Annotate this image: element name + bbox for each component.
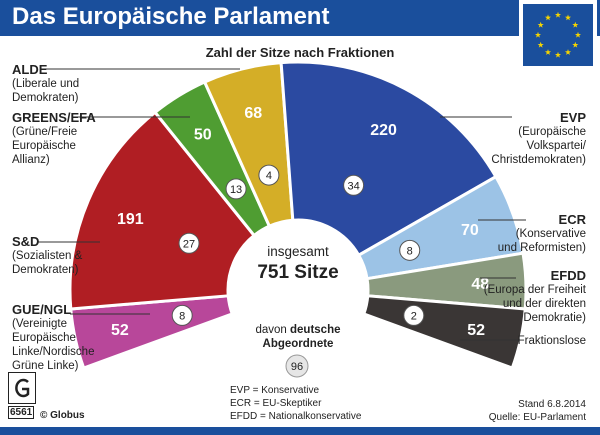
label-desc: Grüne Linke) [12,360,79,372]
label-name: GREENS/EFA [12,110,96,125]
german-note-bold2: Abgeordnete [262,338,334,350]
label-evp: EVP (Europäische Volkspartei/ Christdemo… [491,110,586,167]
star-icon [534,31,542,38]
label-name: EFDD [550,268,586,283]
german-badge-sd [178,232,200,254]
stand-date: Stand 6.8.2014 [518,399,586,410]
label-desc: (Vereinigte [12,318,67,330]
title-bar: Das Europäische Parlament [0,0,600,36]
star-icon [554,51,562,58]
seat-value-fl: 52 [467,322,485,339]
german-total-badge [285,354,309,378]
logo-code: 6561 [8,406,35,419]
seat-value-ecr: 70 [461,222,479,239]
footnote: EFDD = Nationalkonservative [230,411,362,422]
german-badge-ecr [399,239,421,261]
bottom-bar [0,427,600,435]
label-name: ALDE [12,62,48,77]
german-value-alde: 4 [266,170,272,182]
star-icon [544,14,552,21]
label-desc: Demokraten) [12,264,79,276]
seat-value-evp: 220 [370,122,397,139]
total-label: insgesamt [267,244,329,259]
eu-flag-icon [519,0,597,70]
german-note-bold1: deutsche [290,324,341,336]
label-desc: Christdemokraten) [491,154,586,166]
total-seats: insgesamt 751 Sitze [238,244,358,284]
seat-value-sd: 191 [117,211,144,228]
label-desc: Fraktionslose [517,335,586,347]
agency-credit: © Globus [40,410,85,421]
star-icon [572,41,579,48]
label-desc: (Konservative [515,228,586,240]
german-value-greens: 13 [230,184,242,196]
german-value-ecr: 8 [407,245,413,257]
german-badge-gue [171,304,193,326]
label-desc: (Grüne/Freie [12,126,78,138]
star-icon [537,21,544,28]
label-desc: Europäische [12,140,76,152]
label-greens: GREENS/EFA (Grüne/Freie Europäische Alli… [12,110,96,167]
german-badge-alde [258,164,280,186]
footnotes: EVP = Konservative ECR = EU-Skeptiker EF… [230,384,361,423]
german-badge-evp [343,174,365,196]
label-gue: GUE/NGL (Vereinigte Europäische Linke/No… [12,302,94,373]
seat-value-greens: 50 [194,126,212,143]
footnote: ECR = EU-Skeptiker [230,398,322,409]
german-total-value: 96 [291,361,303,373]
label-desc: (Sozialisten & [12,250,83,262]
label-desc: Demokraten) [12,92,79,104]
label-name: EVP [559,110,586,125]
german-note: davon deutsche Abgeordnete [218,323,378,351]
globus-logo-icon: 6561 [8,372,36,420]
label-desc: Allianz) [12,154,50,166]
german-value-sd: 27 [183,238,195,250]
german-badge-greens [225,178,247,200]
source: Quelle: EU-Parlament [488,412,586,423]
label-desc: Europäische [12,332,76,344]
german-value-fl: 2 [411,310,417,322]
chart-subtitle: Zahl der Sitze nach Fraktionen [205,45,395,60]
label-name: ECR [558,212,586,227]
page-title: Das Europäische Parlament [12,3,330,30]
star-icon [564,49,572,55]
star-icon [572,21,579,28]
label-efdd: EFDD (Europa der Freiheit und der direkt… [484,268,586,325]
label-alde: ALDE (Liberale und Demokraten) [12,62,79,105]
total-value: 751 Sitze [257,262,339,283]
seat-value-alde: 68 [244,105,262,122]
star-icon [574,31,582,38]
center-disc [228,220,368,360]
label-desc: Volkspartei/ [526,140,586,152]
label-desc: und der direkten [502,298,586,310]
source-info: Stand 6.8.2014 Quelle: EU-Parlament [489,398,586,424]
label-desc: (Europäische [518,126,586,138]
star-icon [537,41,544,48]
label-fraktionslose: Fraktionslose [518,334,586,348]
label-sd: S&D (Sozialisten & Demokraten) [12,234,82,277]
star-icon [544,49,552,55]
german-value-gue: 8 [179,310,185,322]
label-desc: Linke/Nordische [12,346,95,358]
label-ecr: ECR (Konservative und Reformisten) [498,212,586,255]
german-value-evp: 34 [347,180,359,192]
star-icon [564,14,572,21]
label-desc: und Reformisten) [497,242,586,254]
german-note-prefix: davon [255,324,291,336]
seat-value-gue: 52 [111,322,129,339]
german-badge-fl [403,304,425,326]
label-desc: (Liberale und [12,78,80,90]
star-icon [554,11,562,18]
label-desc: Demokratie) [523,312,586,324]
label-name: GUE/NGL [12,302,72,317]
footnote: EVP = Konservative [230,385,320,396]
label-name: S&D [12,234,40,249]
label-desc: (Europa der Freiheit [483,284,586,296]
seat-value-efdd: 48 [471,276,489,293]
